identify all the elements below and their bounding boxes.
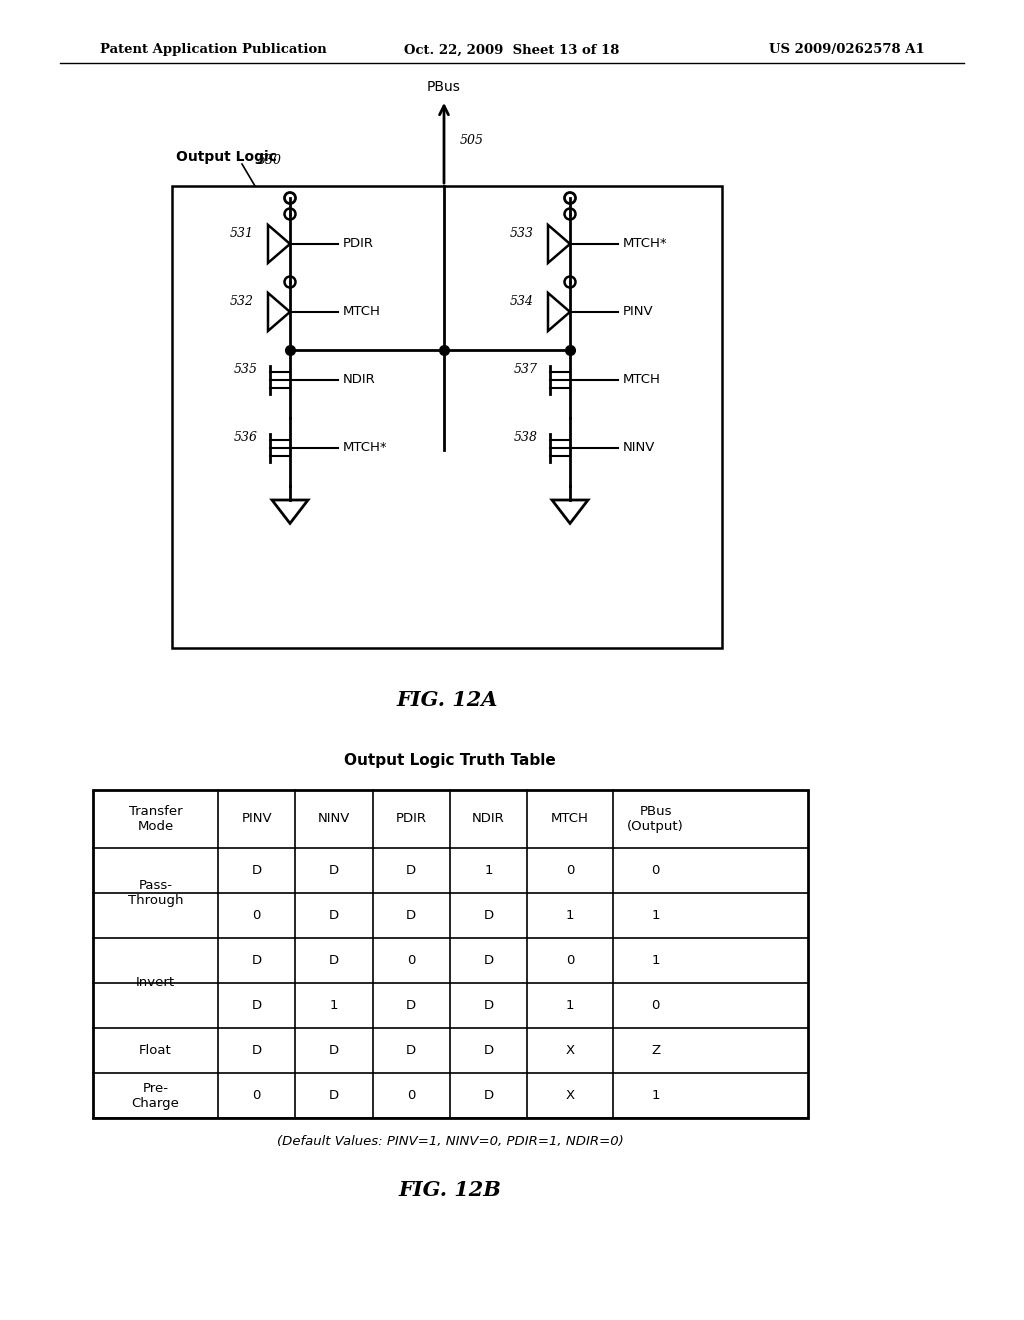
Text: US 2009/0262578 A1: US 2009/0262578 A1	[769, 44, 925, 57]
Text: Output Logic: Output Logic	[176, 150, 276, 164]
Text: 0: 0	[407, 1089, 416, 1102]
Text: 0: 0	[651, 865, 659, 876]
Text: Oct. 22, 2009  Sheet 13 of 18: Oct. 22, 2009 Sheet 13 of 18	[404, 44, 620, 57]
Text: 534: 534	[510, 294, 534, 308]
Text: Patent Application Publication: Patent Application Publication	[100, 44, 327, 57]
Text: NINV: NINV	[623, 441, 655, 454]
Text: X: X	[565, 1044, 574, 1057]
Text: 533: 533	[510, 227, 534, 239]
Text: 1: 1	[565, 909, 574, 921]
Text: D: D	[407, 909, 416, 921]
Text: 1: 1	[651, 1089, 659, 1102]
Text: D: D	[407, 1044, 416, 1057]
Text: NDIR: NDIR	[472, 813, 505, 825]
Text: MTCH: MTCH	[551, 813, 589, 825]
Text: 0: 0	[565, 865, 574, 876]
Text: 1: 1	[484, 865, 493, 876]
Text: MTCH: MTCH	[623, 374, 660, 387]
Text: 530: 530	[258, 154, 282, 168]
Text: Invert: Invert	[136, 977, 175, 990]
Text: D: D	[252, 1044, 262, 1057]
Text: NDIR: NDIR	[343, 374, 376, 387]
Text: (Default Values: PINV=1, NINV=0, PDIR=1, NDIR=0): (Default Values: PINV=1, NINV=0, PDIR=1,…	[276, 1135, 624, 1148]
Text: 1: 1	[565, 999, 574, 1012]
Text: 505: 505	[460, 133, 484, 147]
Text: PINV: PINV	[623, 305, 653, 318]
Text: D: D	[252, 865, 262, 876]
Text: MTCH: MTCH	[343, 305, 381, 318]
Text: PDIR: PDIR	[343, 238, 374, 251]
Text: D: D	[483, 999, 494, 1012]
Text: 0: 0	[407, 954, 416, 968]
Text: PDIR: PDIR	[395, 813, 427, 825]
Text: FIG. 12A: FIG. 12A	[396, 690, 498, 710]
Text: D: D	[483, 909, 494, 921]
Text: D: D	[329, 1089, 339, 1102]
Text: PBus: PBus	[427, 81, 461, 94]
Text: D: D	[329, 909, 339, 921]
Text: D: D	[252, 999, 262, 1012]
Text: Float: Float	[139, 1044, 172, 1057]
Text: 0: 0	[253, 1089, 261, 1102]
Bar	[93, 789, 808, 1118]
Text: D: D	[329, 865, 339, 876]
Text: D: D	[483, 1089, 494, 1102]
Text: D: D	[252, 954, 262, 968]
Text: 532: 532	[230, 294, 254, 308]
Text: D: D	[407, 865, 416, 876]
Text: 1: 1	[330, 999, 338, 1012]
Text: 536: 536	[234, 430, 258, 444]
Text: D: D	[483, 954, 494, 968]
Text: D: D	[329, 1044, 339, 1057]
Text: FIG. 12B: FIG. 12B	[398, 1180, 502, 1200]
Text: 1: 1	[651, 909, 659, 921]
Text: Transfer
Mode: Transfer Mode	[129, 805, 182, 833]
Text: D: D	[407, 999, 416, 1012]
Text: Z: Z	[651, 1044, 660, 1057]
Text: MTCH*: MTCH*	[623, 238, 668, 251]
Text: Pre-
Charge: Pre- Charge	[132, 1081, 179, 1110]
Text: 535: 535	[234, 363, 258, 375]
Text: Output Logic Truth Table: Output Logic Truth Table	[344, 752, 556, 767]
Text: X: X	[565, 1089, 574, 1102]
Text: NINV: NINV	[317, 813, 350, 825]
Text: 1: 1	[651, 954, 659, 968]
Text: 0: 0	[565, 954, 574, 968]
Text: D: D	[483, 1044, 494, 1057]
Text: D: D	[329, 954, 339, 968]
Text: MTCH*: MTCH*	[343, 441, 388, 454]
Text: PBus
(Output): PBus (Output)	[628, 805, 684, 833]
Text: 0: 0	[253, 909, 261, 921]
Text: PINV: PINV	[242, 813, 272, 825]
Text: 538: 538	[514, 430, 538, 444]
Text: 0: 0	[651, 999, 659, 1012]
Text: 531: 531	[230, 227, 254, 239]
Text: Pass-
Through: Pass- Through	[128, 879, 183, 907]
Bar	[172, 186, 722, 648]
Text: 537: 537	[514, 363, 538, 375]
